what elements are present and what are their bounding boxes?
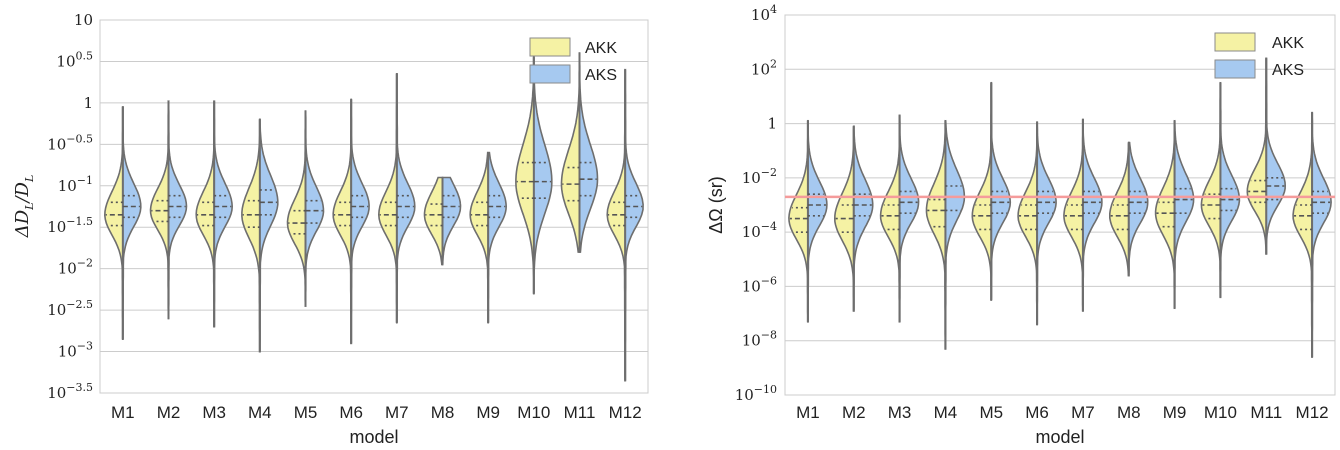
left-violin-aks	[441, 176, 462, 266]
right-y-axis-label: ΔΩ (sr)	[706, 176, 726, 233]
right-x-tick-label: M10	[1204, 403, 1237, 422]
left-legend-label-aks: AKS	[585, 67, 617, 84]
right-legend-swatch-aks	[1214, 59, 1256, 79]
left-y-tick-label: 10−0.5	[47, 132, 93, 153]
left-legend-swatch-akk	[529, 37, 571, 57]
left-y-tick-label: 1	[83, 94, 93, 112]
left-violins	[103, 52, 644, 382]
right-x-tick-label: M9	[1163, 403, 1187, 422]
left-x-axis-label: model	[349, 427, 398, 447]
left-y-tick-label: 10−3.5	[47, 381, 93, 402]
right-x-tick-label: M3	[888, 403, 912, 422]
right-x-tick-label: M11	[1250, 403, 1282, 422]
right-x-tick-label: M4	[934, 403, 958, 422]
right-y-ticks: 104 102 1 10−2 10−4 10−6 10−8 10−10	[735, 3, 777, 404]
right-y-tick-label: 102	[751, 57, 777, 78]
right-legend-swatch-akk	[1214, 32, 1256, 52]
right-violins	[788, 57, 1332, 358]
right-x-tick-label: M5	[979, 403, 1003, 422]
right-legend: AKK AKS	[1214, 32, 1304, 79]
right-y-tick-label: 10−2	[742, 166, 777, 187]
left-x-ticks: M1 M2 M3 M4 M5 M6 M7 M8 M9 M10 M11 M12	[111, 403, 642, 422]
left-legend-label-akk: AKK	[585, 40, 617, 57]
right-violin-akk	[1109, 141, 1130, 277]
left-x-tick-label: M4	[248, 403, 272, 422]
right-y-tick-label: 10−10	[735, 383, 777, 404]
left-y-tick-label: 10−1	[58, 174, 93, 195]
right-x-axis-label: model	[1035, 427, 1084, 447]
right-x-tick-label: M6	[1025, 403, 1049, 422]
right-x-tick-label: M2	[842, 403, 866, 422]
left-y-tick-label: 10−3	[58, 340, 93, 361]
left-x-tick-label: M2	[157, 403, 181, 422]
right-y-tick-label: 104	[751, 3, 777, 24]
left-y-tick-label: 10	[74, 11, 93, 29]
left-x-tick-label: M6	[339, 403, 363, 422]
left-legend: AKK AKS	[529, 37, 617, 84]
right-x-tick-label: M1	[796, 403, 820, 422]
left-x-tick-label: M1	[111, 403, 135, 422]
left-x-tick-label: M3	[202, 403, 226, 422]
left-y-ticks: 10 100.5 1 10−0.5 10−1 10−1.5 10−2 10−2.5 10−3 10…	[47, 11, 93, 402]
left-gridlines	[100, 19, 648, 394]
left-x-tick-label: M12	[609, 403, 642, 422]
right-x-tick-label: M8	[1117, 403, 1141, 422]
left-x-tick-label: M10	[517, 403, 550, 422]
right-x-tick-label: M12	[1296, 403, 1329, 422]
right-y-tick-label: 10−4	[742, 220, 777, 241]
right-legend-label-aks: AKS	[1272, 62, 1304, 79]
left-x-tick-label: M7	[385, 403, 409, 422]
left-y-tick-label: 100.5	[56, 49, 93, 70]
left-x-tick-label: M8	[431, 403, 455, 422]
right-x-ticks: M1 M2 M3 M4 M5 M6 M7 M8 M9 M10 M11 M12	[796, 403, 1329, 422]
left-y-tick-label: 10−2	[58, 257, 93, 278]
left-y-tick-label: 10−2.5	[47, 298, 93, 319]
left-y-tick-label: 10−1.5	[47, 215, 93, 236]
right-x-tick-label: M7	[1071, 403, 1095, 422]
right-y-tick-label: 1	[767, 115, 777, 133]
left-violin-akk	[423, 176, 444, 266]
right-legend-label-akk: AKK	[1272, 35, 1304, 52]
left-x-tick-label: M11	[564, 403, 596, 422]
left-x-tick-label: M9	[476, 403, 500, 422]
left-y-axis-label: ΔDL/DL	[12, 175, 36, 239]
left-x-tick-label: M5	[294, 403, 318, 422]
left-chart-panel: 10 100.5 1 10−0.5 10−1 10−1.5 10−2 10−2.5 10−3 10…	[12, 11, 649, 447]
left-legend-swatch-aks	[529, 64, 571, 84]
right-y-tick-label: 10−6	[742, 274, 777, 295]
right-y-tick-label: 10−8	[742, 329, 777, 350]
